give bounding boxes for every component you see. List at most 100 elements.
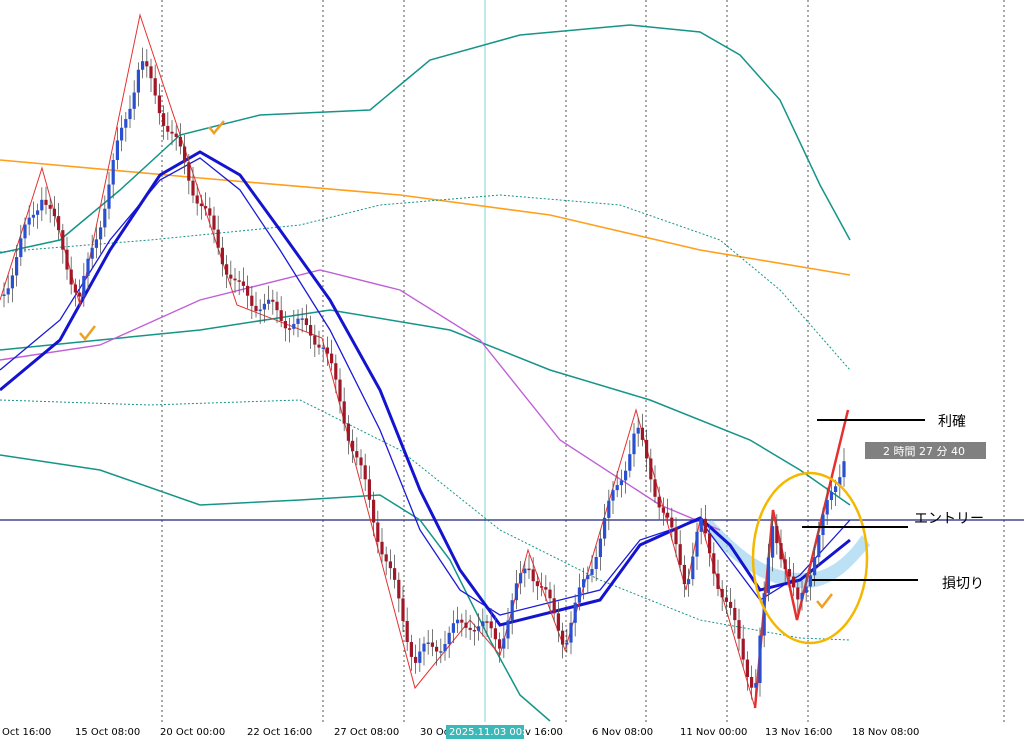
highlight-band xyxy=(700,520,870,589)
candle-body xyxy=(787,569,791,577)
candle-body xyxy=(653,479,657,497)
candle-body xyxy=(44,199,48,205)
candle-body xyxy=(355,451,359,458)
candle-body xyxy=(561,630,565,645)
candle-body xyxy=(111,160,115,185)
candle-body xyxy=(61,230,65,250)
candle-body xyxy=(78,292,82,297)
candle-body xyxy=(187,162,191,181)
candle-body xyxy=(397,579,401,599)
candle-body xyxy=(582,579,586,588)
candle-body xyxy=(699,518,703,532)
candle-body xyxy=(208,208,212,216)
candle-body xyxy=(296,318,300,324)
candle-body xyxy=(556,613,560,631)
candle-body xyxy=(838,477,842,487)
candle-body xyxy=(120,127,124,141)
candle-body xyxy=(670,517,674,528)
candle-body xyxy=(351,440,355,452)
candle-body xyxy=(766,557,770,594)
candle-body xyxy=(384,554,388,562)
x-tick-label: 13 Nov 16:00 xyxy=(765,727,832,738)
candle-body xyxy=(73,284,77,293)
candle-body xyxy=(279,310,283,321)
candle-body xyxy=(619,480,623,486)
candle-body xyxy=(250,295,254,306)
highlight-ellipse xyxy=(751,471,869,645)
band-middle xyxy=(0,309,851,506)
timer: 2 時間 27 分 40 xyxy=(883,445,965,458)
candle-body xyxy=(225,264,229,275)
candle-body xyxy=(607,500,611,518)
candle-body xyxy=(729,601,733,608)
candle-body xyxy=(199,203,203,207)
candle-body xyxy=(393,568,397,580)
candle-body xyxy=(48,204,52,209)
candle-body xyxy=(624,470,628,481)
candle-body xyxy=(817,535,821,558)
candle-body xyxy=(136,69,140,93)
annotations: 利確 エントリー 損切り 2 時間 27 分 40 xyxy=(802,414,986,592)
candle-body xyxy=(510,600,514,621)
band-lower-dotted xyxy=(0,399,851,641)
candle-body xyxy=(737,620,741,639)
candle-body xyxy=(502,638,506,649)
candle-body xyxy=(758,635,762,683)
candle-body xyxy=(401,598,405,622)
candle-body xyxy=(724,597,728,602)
candle-body xyxy=(451,623,455,633)
ma-blue-thick xyxy=(0,150,851,627)
x-tick-label: 20 Oct 00:00 xyxy=(160,727,225,738)
candle-body xyxy=(216,229,220,248)
x-axis: Oct 16:00 15 Oct 08:00 20 Oct 00:00 22 O… xyxy=(2,725,919,739)
candle-body xyxy=(460,619,464,623)
candle-body xyxy=(821,514,825,536)
candle-body xyxy=(330,353,334,364)
candle-body xyxy=(472,629,476,632)
candle-body xyxy=(153,78,157,96)
candle-body xyxy=(754,682,758,688)
candle-body xyxy=(498,639,502,649)
candle-body xyxy=(712,553,716,574)
candle-body xyxy=(708,533,712,554)
candle-body xyxy=(94,239,98,248)
checkmarks xyxy=(79,120,833,609)
candle-body xyxy=(409,642,413,657)
candle-body xyxy=(346,423,350,441)
candle-body xyxy=(86,258,90,276)
candle-body xyxy=(19,238,23,258)
candle-body xyxy=(422,643,426,652)
candle-body xyxy=(430,642,434,647)
candle-body xyxy=(611,490,615,501)
band-upper xyxy=(0,24,851,254)
candle-body xyxy=(687,579,691,585)
ma-orange xyxy=(0,159,851,276)
candle-body xyxy=(632,433,636,455)
candle-body xyxy=(246,285,250,296)
candle-body xyxy=(569,622,573,643)
candle-body xyxy=(23,224,27,239)
candle-body xyxy=(603,517,607,539)
candle-body xyxy=(27,217,31,225)
candle-body xyxy=(191,180,195,196)
candle-body xyxy=(762,593,766,636)
candle-body xyxy=(733,607,737,621)
candle-body xyxy=(456,619,460,624)
candle-body xyxy=(359,457,363,466)
candle-body xyxy=(57,216,61,231)
x-tick-label: v 16:00 xyxy=(525,727,563,738)
candle-body xyxy=(313,335,317,345)
candle-body xyxy=(829,492,833,501)
candle-body xyxy=(439,651,443,653)
candle-body xyxy=(594,557,598,570)
candle-body xyxy=(342,401,346,424)
checkmark xyxy=(79,325,96,341)
candle-body xyxy=(414,656,418,663)
candle-body xyxy=(544,587,548,590)
take-profit-label: 利確 xyxy=(938,414,966,430)
x-tick-label: 18 Nov 08:00 xyxy=(852,727,919,738)
candle-body xyxy=(808,575,812,587)
candle-body xyxy=(52,208,56,217)
candle-body xyxy=(220,247,224,265)
band-upper-dotted xyxy=(0,194,851,371)
